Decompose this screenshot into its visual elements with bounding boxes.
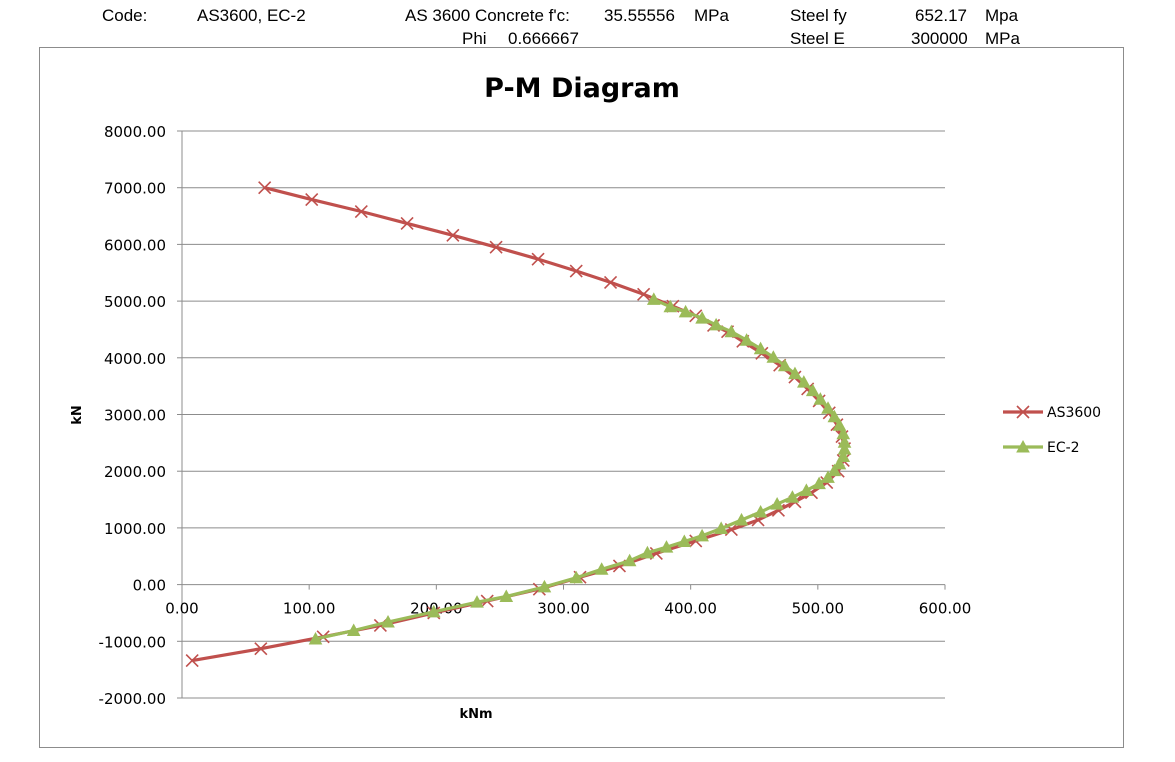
data-point (678, 304, 693, 318)
data-point (470, 595, 484, 608)
data-point (788, 366, 802, 380)
data-point (254, 642, 268, 656)
legend-swatch-marker (1016, 405, 1030, 419)
y-tick-label: 2000.00 (104, 463, 166, 481)
data-point (637, 287, 651, 301)
y-axis-label: kN (70, 405, 85, 425)
concrete-label: AS 3600 Concrete f'c: (405, 6, 570, 25)
y-tick-label: -1000.00 (99, 633, 166, 651)
data-point (770, 497, 784, 510)
steel-fy-label: Steel fy (790, 6, 847, 25)
data-point (381, 614, 395, 628)
steel-e-value: 300000 (911, 29, 968, 48)
x-tick-label: 500.00 (792, 600, 845, 618)
y-tick-label: 3000.00 (104, 407, 166, 425)
steel-fy-value: 652.17 (915, 6, 967, 25)
data-point (569, 570, 584, 584)
data-point (308, 631, 323, 645)
data-point (346, 623, 361, 637)
legend-item: EC-2 (1003, 439, 1080, 456)
data-point (827, 463, 842, 477)
y-tick-label: 0.00 (133, 577, 166, 595)
data-point (827, 409, 842, 423)
y-tick-label: -2000.00 (99, 690, 166, 708)
data-point (499, 589, 514, 603)
data-point (832, 456, 847, 470)
steel-e-unit: MPa (985, 29, 1020, 48)
data-point (537, 579, 552, 593)
chart-frame (39, 47, 1124, 748)
data-point (753, 504, 768, 518)
data-point (734, 512, 749, 526)
data-point (569, 264, 583, 278)
data-point (739, 333, 754, 346)
legend-label: EC-2 (1047, 440, 1080, 456)
x-axis-label: kNm (459, 707, 492, 722)
data-point (821, 470, 835, 483)
data-point (805, 383, 820, 397)
data-point (813, 392, 828, 405)
phi-value: 0.666667 (508, 29, 579, 48)
data-point (305, 193, 319, 207)
x-tick-label: 300.00 (537, 600, 590, 618)
data-point (354, 204, 368, 219)
x-tick-label: 400.00 (664, 600, 717, 618)
concrete-value: 35.55556 (604, 6, 675, 25)
y-tick-label: 8000.00 (104, 123, 166, 141)
data-point (724, 324, 739, 338)
y-tick-label: 6000.00 (104, 236, 166, 254)
chart-title: P-M Diagram (484, 73, 680, 104)
y-tick-label: 5000.00 (104, 293, 166, 311)
data-point (603, 275, 618, 289)
data-point (640, 545, 655, 559)
data-point (258, 181, 272, 195)
data-point (777, 358, 792, 372)
data-point (400, 216, 414, 230)
concrete-unit: MPa (694, 6, 729, 25)
data-point (709, 317, 723, 331)
data-point (695, 311, 709, 324)
data-point (832, 418, 847, 431)
steel-e-label: Steel E (790, 29, 845, 48)
y-tick-label: 4000.00 (104, 350, 166, 368)
data-point (797, 375, 811, 388)
data-point (821, 401, 835, 414)
code-value: AS3600, EC-2 (197, 6, 306, 25)
legend-swatch-marker (1016, 439, 1030, 453)
legend-item: AS3600 (1003, 405, 1101, 421)
y-tick-label: 1000.00 (104, 520, 166, 538)
data-point (489, 240, 503, 254)
legend-label: AS3600 (1047, 405, 1101, 421)
data-point (785, 490, 800, 503)
data-point (594, 562, 609, 575)
data-point (753, 341, 768, 355)
data-point (714, 521, 729, 534)
data-point (659, 540, 674, 553)
data-point (799, 483, 814, 496)
data-point (766, 350, 781, 363)
data-point (812, 476, 826, 490)
data-point (695, 528, 709, 542)
data-point (531, 252, 545, 266)
steel-fy-unit: Mpa (985, 6, 1019, 25)
phi-label: Phi (462, 29, 487, 48)
series-line (191, 186, 847, 663)
data-point (426, 604, 441, 618)
x-tick-label: 0.00 (165, 600, 198, 618)
data-point (646, 292, 661, 305)
data-point (446, 228, 460, 242)
data-point (663, 299, 678, 313)
x-tick-label: 600.00 (919, 600, 972, 618)
data-point (677, 534, 692, 548)
y-tick-label: 7000.00 (104, 180, 166, 198)
data-point (185, 654, 199, 668)
data-point (622, 553, 637, 567)
code-label: Code: (102, 6, 148, 25)
series-ec-2 (308, 292, 852, 645)
x-tick-label: 100.00 (283, 600, 336, 618)
